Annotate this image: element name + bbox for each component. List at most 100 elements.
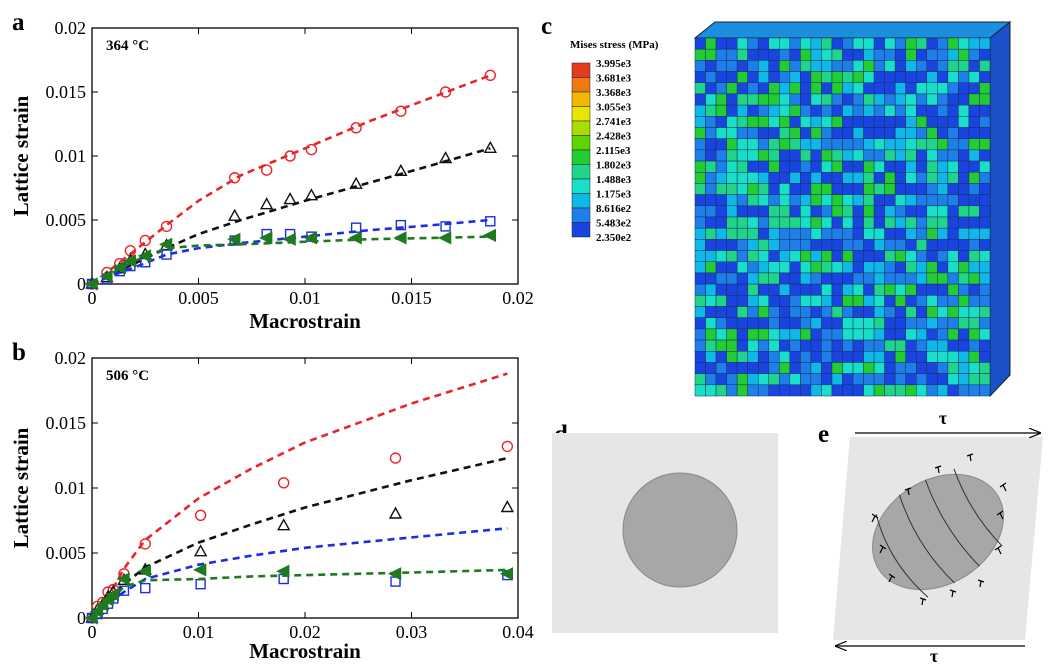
mesh-cell xyxy=(737,139,748,150)
mesh-cell xyxy=(800,183,811,194)
mesh-cell xyxy=(790,38,801,49)
mesh-cell xyxy=(779,150,790,161)
mesh-cell xyxy=(958,105,969,116)
mesh-cell xyxy=(821,105,832,116)
mesh-cell xyxy=(885,161,896,172)
mesh-cell xyxy=(958,139,969,150)
mesh-cell xyxy=(716,251,727,262)
mesh-cell xyxy=(927,83,938,94)
mesh-cell xyxy=(821,172,832,183)
mesh-cell xyxy=(779,139,790,150)
mesh-cell xyxy=(811,262,822,273)
mesh-cell xyxy=(695,116,706,127)
mesh-cell xyxy=(706,94,717,105)
mesh-cell xyxy=(916,206,927,217)
mesh-cell xyxy=(716,38,727,49)
mesh-cell xyxy=(832,239,843,250)
mesh-cell xyxy=(853,161,864,172)
mesh-cell xyxy=(927,251,938,262)
mesh-cell xyxy=(832,318,843,329)
mesh-cell xyxy=(916,329,927,340)
mesh-cell xyxy=(727,206,738,217)
mesh-cell xyxy=(916,340,927,351)
mesh-cell xyxy=(979,318,990,329)
mesh-cell xyxy=(748,251,759,262)
marker xyxy=(502,441,512,451)
mesh-cell xyxy=(937,318,948,329)
mesh-cell xyxy=(695,228,706,239)
mesh-cell xyxy=(895,94,906,105)
mesh-cell xyxy=(853,49,864,60)
mesh-cell xyxy=(874,351,885,362)
mesh-cell xyxy=(821,262,832,273)
mesh-cell xyxy=(874,329,885,340)
mesh-cell xyxy=(706,72,717,83)
mesh-cell xyxy=(948,228,959,239)
mesh-cell xyxy=(716,83,727,94)
mesh-cell xyxy=(758,295,769,306)
mesh-cell xyxy=(769,139,780,150)
mesh-cell xyxy=(906,128,917,139)
mesh-cell xyxy=(874,340,885,351)
mesh-cell xyxy=(916,60,927,71)
mesh-cell xyxy=(769,116,780,127)
mesh-cell xyxy=(937,217,948,228)
colorbar-label: 2.741e3 xyxy=(596,116,632,128)
mesh-cell xyxy=(779,239,790,250)
mesh-cell xyxy=(800,72,811,83)
mesh-cell xyxy=(800,60,811,71)
mesh-cell xyxy=(695,284,706,295)
mesh-cell xyxy=(853,362,864,373)
marker xyxy=(279,478,289,488)
mesh-cell xyxy=(885,83,896,94)
mesh-cell xyxy=(906,318,917,329)
mesh-cell xyxy=(695,362,706,373)
mesh-cell xyxy=(969,49,980,60)
shear-label: τ xyxy=(930,646,939,666)
mesh-cell xyxy=(864,362,875,373)
mesh-cell xyxy=(885,38,896,49)
mesh-cell xyxy=(895,362,906,373)
mesh-cell xyxy=(937,161,948,172)
marker xyxy=(484,230,495,241)
mesh-cell xyxy=(790,83,801,94)
mesh-cell xyxy=(948,116,959,127)
mesh-cell xyxy=(800,161,811,172)
mesh-cell xyxy=(927,195,938,206)
mesh-cell xyxy=(821,273,832,284)
mesh-cell xyxy=(958,94,969,105)
mesh-cell xyxy=(790,60,801,71)
mesh-cell xyxy=(906,38,917,49)
mesh-cell xyxy=(748,83,759,94)
mesh-cell xyxy=(958,307,969,318)
mesh-cell xyxy=(885,116,896,127)
mesh-cell xyxy=(769,273,780,284)
mesh-cell xyxy=(790,116,801,127)
y-tick-label: 0.005 xyxy=(46,210,87,230)
particle xyxy=(623,473,737,587)
mesh-cell xyxy=(864,217,875,228)
mesh-cell xyxy=(958,38,969,49)
mesh-cell xyxy=(748,139,759,150)
mesh-cell xyxy=(716,340,727,351)
mesh-cell xyxy=(979,94,990,105)
mesh-cell xyxy=(948,150,959,161)
mesh-cell xyxy=(758,329,769,340)
mesh-cell xyxy=(927,105,938,116)
mesh-cell xyxy=(748,239,759,250)
mesh-cell xyxy=(727,239,738,250)
mesh-cell xyxy=(695,128,706,139)
mesh-cell xyxy=(843,362,854,373)
mesh-cell xyxy=(853,150,864,161)
mesh-cell xyxy=(916,307,927,318)
mesh-cell xyxy=(716,116,727,127)
mesh-cell xyxy=(748,228,759,239)
mesh-cell xyxy=(927,172,938,183)
mesh-cell xyxy=(843,150,854,161)
mesh-cell xyxy=(895,374,906,385)
mesh-cell xyxy=(716,228,727,239)
mesh-cell xyxy=(916,105,927,116)
mesh-cell xyxy=(958,183,969,194)
mesh-cell xyxy=(885,128,896,139)
mesh-cell xyxy=(706,128,717,139)
